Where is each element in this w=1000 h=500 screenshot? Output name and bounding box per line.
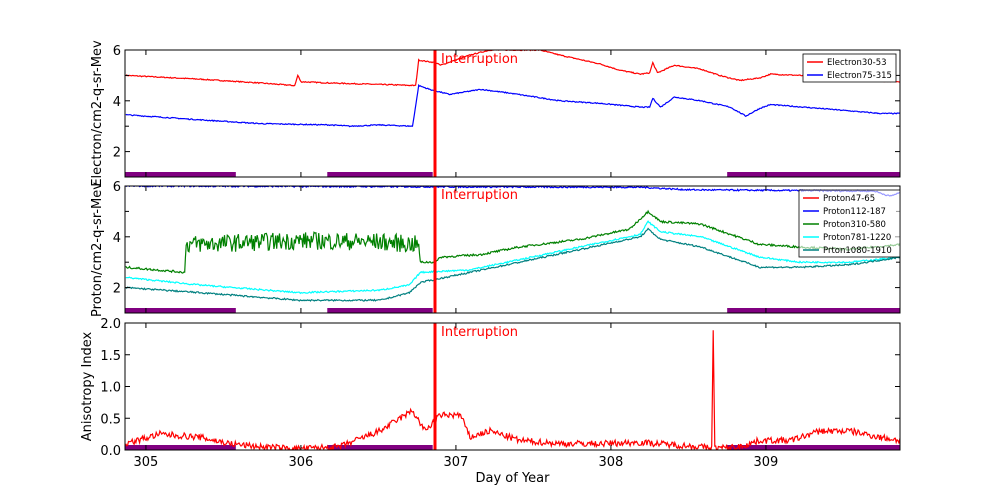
x-tick-label: 305 <box>134 455 159 470</box>
data-gap-bar <box>727 308 900 313</box>
x-tick-label: 308 <box>599 455 624 470</box>
interruption-label: Interruption <box>441 188 518 203</box>
legend-label: Prton1080-1910 <box>823 246 892 256</box>
axes-frame <box>124 322 901 451</box>
legend-box <box>802 53 897 83</box>
data-gap-bar <box>327 172 433 177</box>
series-line-anisotropy <box>125 330 900 450</box>
series-line-proton781-1220 <box>125 220 900 295</box>
series-line-electron75-315 <box>125 83 900 128</box>
series-line-prton1080-1910 <box>125 227 900 302</box>
y-tick-label: 6 <box>113 44 121 59</box>
data-gap-bar <box>727 445 900 450</box>
x-axis-label: Day of Year <box>476 471 551 486</box>
axes-frame <box>124 185 901 314</box>
interruption-label: Interruption <box>441 52 518 67</box>
legend-label: Proton112-187 <box>823 207 886 217</box>
y-axis-label: Electron/cm2-q-sr-Mev <box>90 40 105 187</box>
x-tick-label: 309 <box>754 455 779 470</box>
y-tick-label: 6 <box>113 180 121 195</box>
legend: Proton47-65 Proton112-187 Proton310-580 Pro… <box>798 189 901 258</box>
data-gap-bar <box>125 308 236 313</box>
y-tick-label: 0.0 <box>100 444 121 459</box>
axes-frame <box>124 49 901 178</box>
legend-label: Proton310-580 <box>823 220 886 230</box>
data-gap-bar <box>125 172 236 177</box>
y-axis-label: Proton/cm2-q-sr-Mev <box>90 182 105 317</box>
y-tick-label: 1.5 <box>100 349 121 364</box>
data-gap-bar <box>327 445 433 450</box>
y-tick-label: 0.5 <box>100 412 121 427</box>
data-gap-bar <box>125 445 236 450</box>
legend-label: Electron30-53 <box>827 58 887 68</box>
legend-label: Proton781-1220 <box>823 233 891 243</box>
x-tick-label: 306 <box>289 455 314 470</box>
y-tick-label: 2 <box>113 146 121 161</box>
legend-label: Electron75-315 <box>827 71 892 81</box>
data-gap-bar <box>727 172 900 177</box>
legend-label: Proton47-65 <box>823 194 875 204</box>
y-tick-label: 2 <box>113 282 121 297</box>
x-tick-label: 307 <box>444 455 469 470</box>
y-tick-label: 1.0 <box>100 381 121 396</box>
interruption-label: Interruption <box>441 325 518 340</box>
y-tick-label: 2.0 <box>100 317 121 332</box>
y-tick-label: 4 <box>113 95 121 110</box>
data-gap-bar <box>327 308 433 313</box>
series-line-proton310-580 <box>125 209 900 274</box>
legend: Electron30-53 Electron75-315 <box>802 53 897 83</box>
y-axis-label: Anisotropy Index <box>80 331 95 441</box>
y-tick-label: 4 <box>113 231 121 246</box>
